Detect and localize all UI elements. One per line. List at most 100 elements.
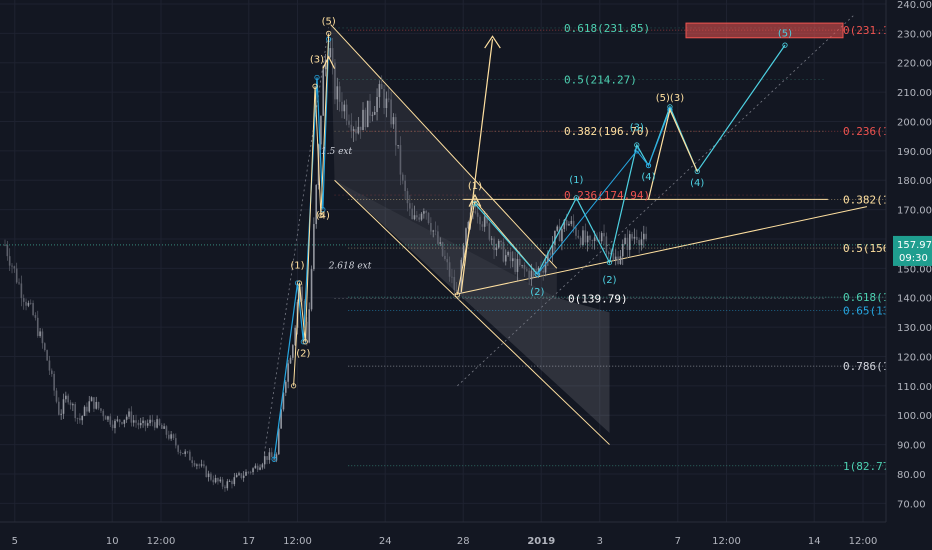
time-axis[interactable]: 5 10 12:00 17 12:00 24 28 2019 3 7 12:00 14 12:00 (0, 521, 932, 550)
candle-body (175, 438, 177, 446)
candle-body (558, 226, 561, 242)
time-tick-label: 2019 (527, 536, 555, 547)
candle-body (500, 240, 502, 243)
fib-ext-label: 0.236(174.94) (564, 189, 650, 202)
time-tick-label: 7 (675, 536, 681, 547)
candle-body (462, 245, 465, 260)
channel-fill-upper (330, 24, 557, 298)
price-tick-label: 170.00 (897, 206, 932, 217)
fib-level-label: 1(82.77 (843, 460, 889, 473)
wave-label: (1) (290, 260, 304, 271)
candle-body (366, 100, 369, 128)
chart-annotations: 0(231.1 0.236(1 0.382(1 0.5(156 0.618(10.65(… (0, 17, 889, 473)
candle-body (193, 462, 196, 466)
candle-body (231, 481, 233, 485)
wave-label: (1) (569, 175, 583, 186)
candle-body (570, 220, 573, 224)
candle-body (25, 301, 27, 306)
candle-body (245, 471, 247, 476)
candle-body (196, 464, 198, 466)
candle-body (308, 309, 310, 343)
candle-body (43, 343, 46, 351)
price-tick-label: 130.00 (897, 323, 932, 334)
candle-body (172, 434, 175, 439)
candle-body (455, 290, 458, 292)
candle-body (292, 345, 294, 358)
impulse-arrow-head (322, 55, 336, 69)
price-tick-label: 110.00 (897, 382, 932, 393)
candle-body (168, 434, 170, 439)
candle-body (619, 256, 622, 264)
wave-point (318, 212, 324, 219)
candle-body (90, 397, 93, 402)
price-tick-label: 180.00 (897, 176, 932, 187)
candle-body (212, 479, 215, 483)
candle-body (207, 473, 210, 478)
fib-ext-label: 0(139.79) (568, 292, 628, 305)
candle-body (18, 282, 20, 284)
candle-body (217, 478, 219, 482)
candle-body (289, 357, 292, 364)
candle-body (219, 479, 222, 482)
fib-level-label: 0.5(156 (843, 242, 889, 255)
candle-body (210, 473, 212, 480)
candle-body (130, 411, 133, 423)
candle-body (242, 475, 245, 478)
price-tick-label: 90.00 (897, 441, 926, 452)
candle-body (486, 216, 488, 224)
candle-body (123, 419, 126, 424)
price-tick-label: 200.00 (897, 117, 932, 128)
time-tick-label: 5 (12, 536, 18, 547)
candle-body (497, 240, 500, 248)
candle-body (128, 411, 130, 417)
candle-body (640, 239, 643, 246)
candle-body (565, 219, 568, 226)
candle-body (6, 245, 9, 257)
candle-body (200, 464, 203, 466)
current-price-value[interactable]: 157.97 (897, 240, 932, 251)
candle-body (593, 237, 596, 242)
candle-body (189, 451, 191, 461)
candle-body (493, 238, 495, 251)
candle-body (549, 252, 552, 256)
price-axis[interactable]: 70.00 80.00 90.00 100.00 110.00 120.00 130.00 1… (885, 0, 932, 550)
time-tick-label: 14 (808, 536, 821, 547)
candle-body (603, 233, 605, 237)
wave-label: (4) (316, 210, 330, 221)
wave-label: (3) (310, 55, 324, 66)
candle-body (331, 48, 334, 63)
candle-body (22, 298, 25, 302)
wave-label: (3) (630, 122, 644, 133)
candle-body (413, 215, 416, 220)
candle-body (336, 86, 339, 100)
candle-body (458, 291, 460, 293)
fib-level-label: 0.236(1 (843, 125, 889, 138)
candle-body (13, 266, 16, 269)
candle-countdown[interactable]: 09:30 (899, 253, 928, 264)
channel-line-lower (334, 179, 610, 445)
candle-body (228, 481, 231, 482)
candle-body (256, 465, 259, 470)
correction-arrow-head (468, 193, 482, 207)
candle-body (467, 221, 470, 229)
candle-body (153, 422, 156, 428)
candle-body (320, 115, 322, 145)
candle-body (598, 240, 601, 242)
candle-body (350, 124, 353, 131)
candle-body (259, 467, 261, 470)
candle-body (488, 223, 491, 240)
wave-label: (2) (296, 348, 310, 359)
candle-body (561, 228, 563, 242)
candle-body (81, 415, 84, 421)
candle-body (203, 464, 205, 467)
candle-body (238, 473, 240, 475)
candle-body (62, 399, 65, 414)
candle-body (521, 265, 523, 266)
candle-body (383, 89, 385, 108)
candle-body (523, 265, 526, 270)
current-price-tag (893, 235, 932, 266)
candle-body (287, 363, 289, 382)
candle-body (444, 255, 446, 260)
candle-body (156, 419, 158, 428)
